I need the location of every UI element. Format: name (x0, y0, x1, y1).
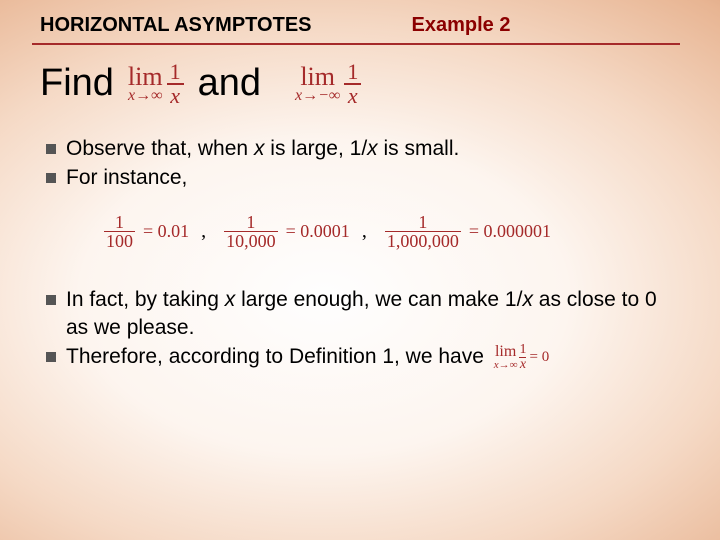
find-label: Find (40, 62, 114, 105)
find-row: Find lim x→∞ 1 x and lim x→−∞ 1 x (0, 53, 720, 135)
comma: , (362, 220, 367, 243)
lim-sub: x→∞ (128, 88, 163, 104)
frac-num: 1 (167, 61, 184, 83)
bullet-square-icon (46, 295, 56, 305)
frac-den: x (167, 85, 183, 107)
bullet-3: In fact, by taking x large enough, we ca… (46, 286, 674, 341)
equation-row: 1 100 = 0.01 , 1 10,000 = 0.0001 , 1 1,0… (46, 193, 674, 286)
content-area: Observe that, when x is large, 1/x is sm… (0, 135, 720, 373)
bullet-2-text: For instance, (66, 164, 187, 191)
eq-val-2: = 0.0001 (286, 221, 350, 242)
bullet-square-icon (46, 144, 56, 154)
inline-limit-result: lim x→∞ 1 x = 0 (494, 343, 549, 372)
and-label: and (198, 62, 261, 105)
comma: , (201, 220, 206, 243)
bullet-square-icon (46, 173, 56, 183)
bullet-4-text: Therefore, according to Definition 1, we… (66, 343, 549, 372)
bullet-3-text: In fact, by taking x large enough, we ca… (66, 286, 674, 341)
eq-val-1: = 0.01 (143, 221, 189, 242)
frac-den: x (345, 85, 361, 107)
lim-word: lim (300, 64, 335, 90)
fraction-1: 1 100 (104, 213, 135, 250)
frac-num: 1 (344, 61, 361, 83)
example-label: Example 2 (412, 14, 511, 37)
header-underline (32, 43, 680, 45)
fraction-2: 1 10,000 (224, 213, 278, 250)
lim-sub: x→−∞ (295, 88, 340, 104)
bullet-1: Observe that, when x is large, 1/x is sm… (46, 135, 674, 162)
bullet-1-text: Observe that, when x is large, 1/x is sm… (66, 135, 459, 162)
eq-val-3: = 0.000001 (469, 221, 551, 242)
bullet-2: For instance, (46, 164, 674, 191)
lim-word: lim (128, 64, 163, 90)
bullet-4: Therefore, according to Definition 1, we… (46, 343, 674, 372)
section-title: HORIZONTAL ASYMPTOTES (40, 14, 312, 37)
limit-neg-infinity: lim x→−∞ 1 x (295, 61, 361, 107)
bullet-square-icon (46, 352, 56, 362)
fraction-3: 1 1,000,000 (385, 213, 461, 250)
limit-pos-infinity: lim x→∞ 1 x (128, 61, 184, 107)
